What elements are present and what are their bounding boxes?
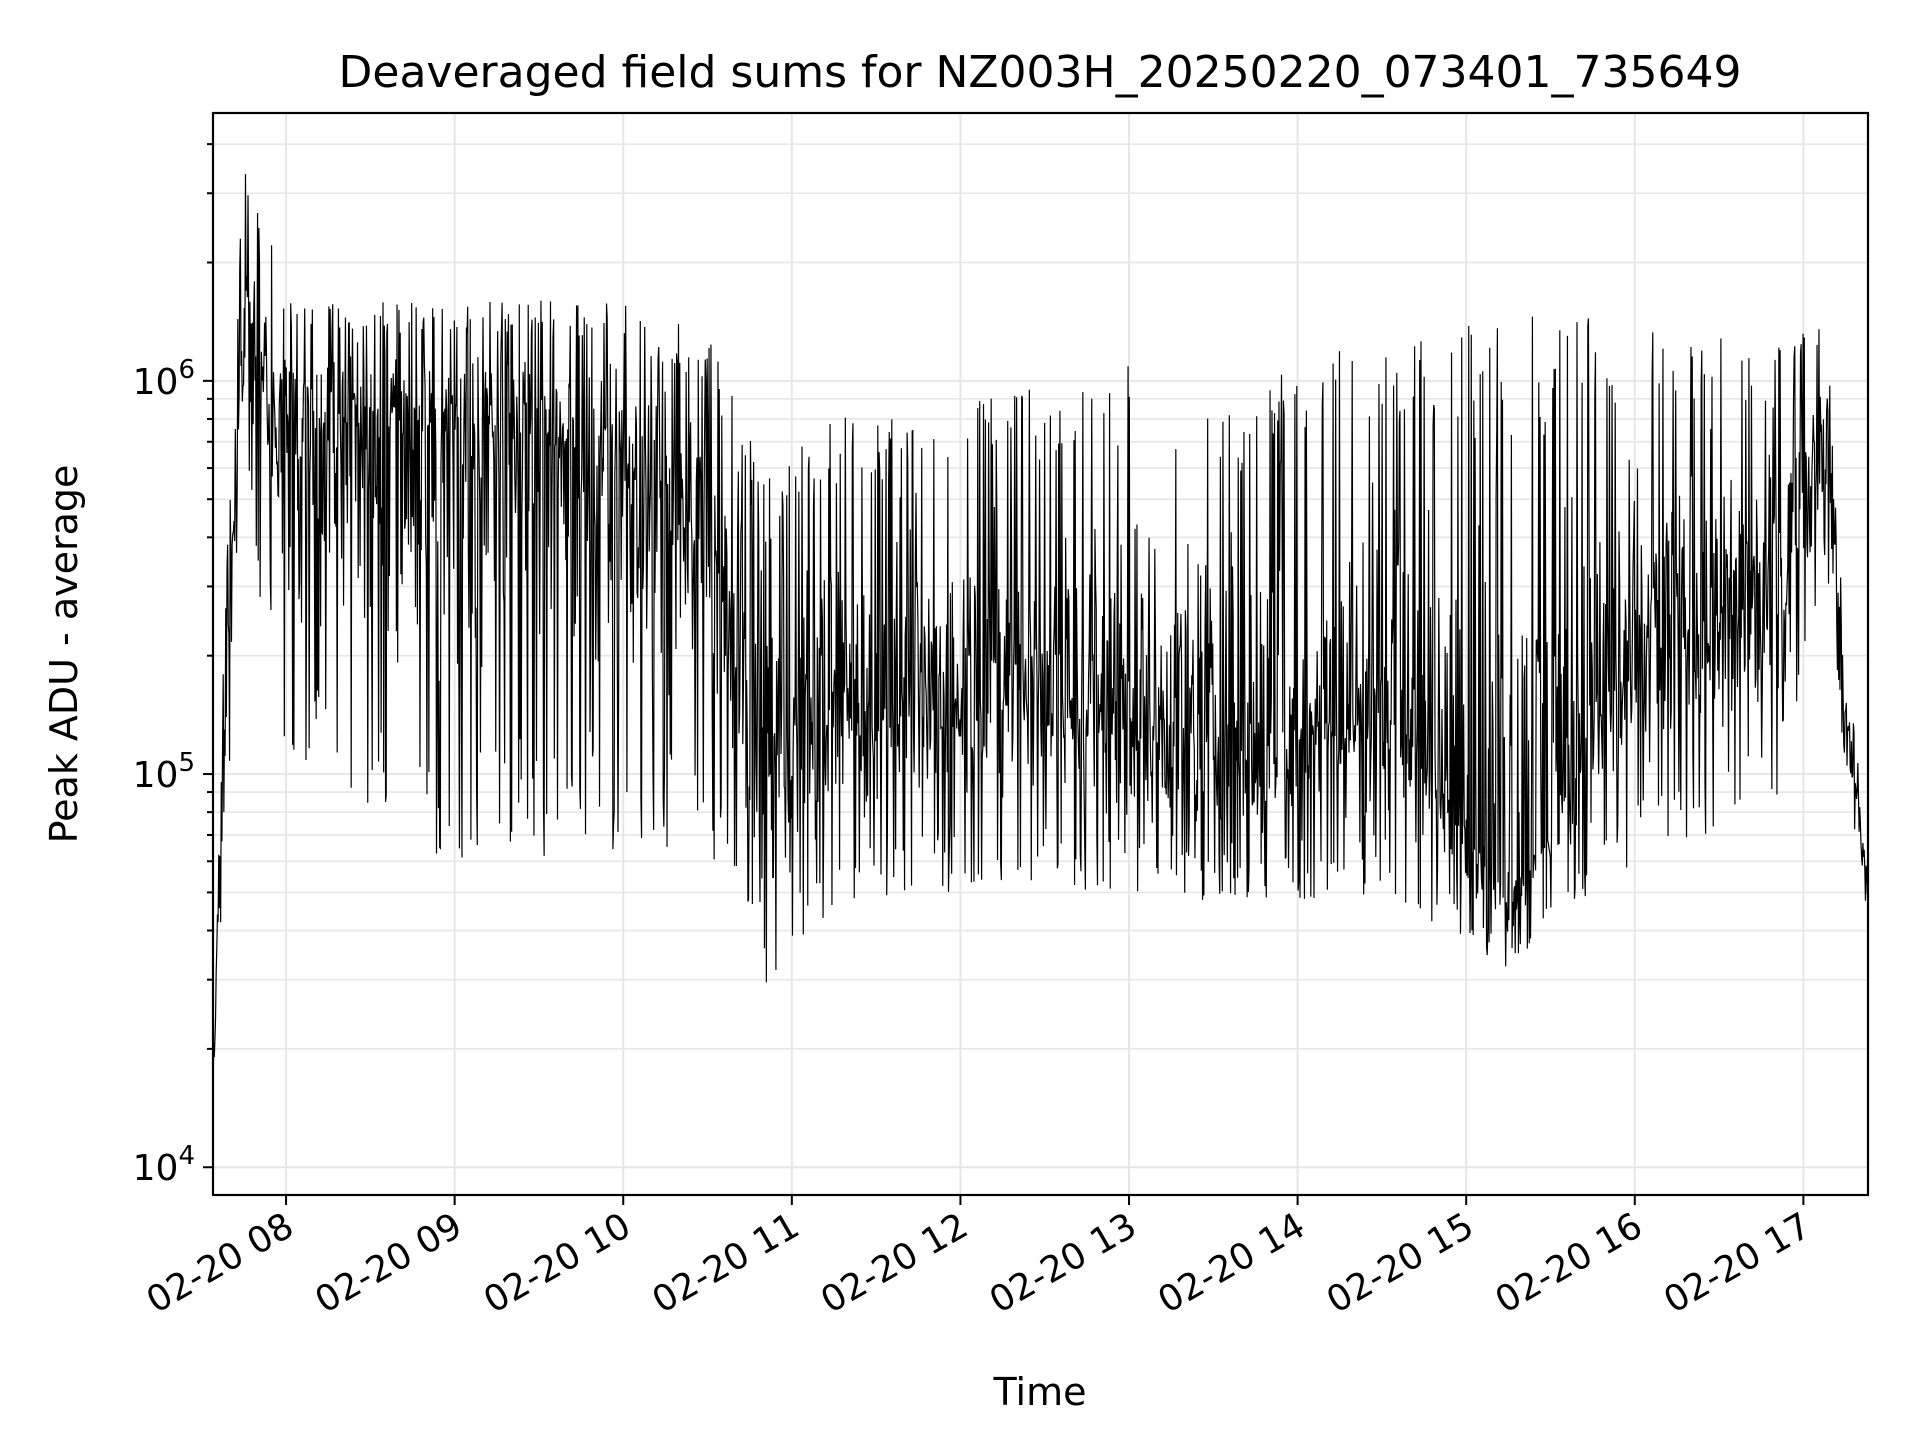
x-tick-label: 02-20 13	[983, 1205, 1144, 1321]
y-axis-ticks: 104 105 106	[133, 143, 213, 1189]
y-tick-label: 105	[133, 748, 195, 796]
series-layer	[212, 174, 1869, 1099]
x-tick-label: 02-20 12	[814, 1205, 975, 1321]
chart-title: Deaveraged field sums for NZ003H_2025022…	[339, 47, 1742, 98]
x-tick-label: 02-20 17	[1657, 1205, 1818, 1321]
series-line	[212, 174, 1869, 1099]
y-tick-label: 104	[133, 1141, 195, 1189]
plot-frame	[211, 111, 1870, 1197]
x-tick-label: 02-20 15	[1320, 1205, 1481, 1321]
x-axis-ticks: 02-20 08 02-20 09 02-20 10 02-20 11 02-20 12…	[140, 1195, 1818, 1322]
x-tick-label: 02-20 08	[140, 1205, 301, 1321]
x-tick-label: 02-20 16	[1489, 1205, 1650, 1321]
y-tick-label: 106	[133, 355, 195, 403]
x-tick-label: 02-20 14	[1151, 1205, 1312, 1321]
x-tick-label: 02-20 11	[646, 1205, 807, 1321]
x-tick-label: 02-20 09	[308, 1205, 469, 1321]
x-axis-label: Time	[993, 1370, 1087, 1414]
grid	[213, 113, 1868, 1195]
y-axis-label: Peak ADU - average	[42, 465, 86, 844]
x-tick-label: 02-20 10	[477, 1205, 638, 1321]
